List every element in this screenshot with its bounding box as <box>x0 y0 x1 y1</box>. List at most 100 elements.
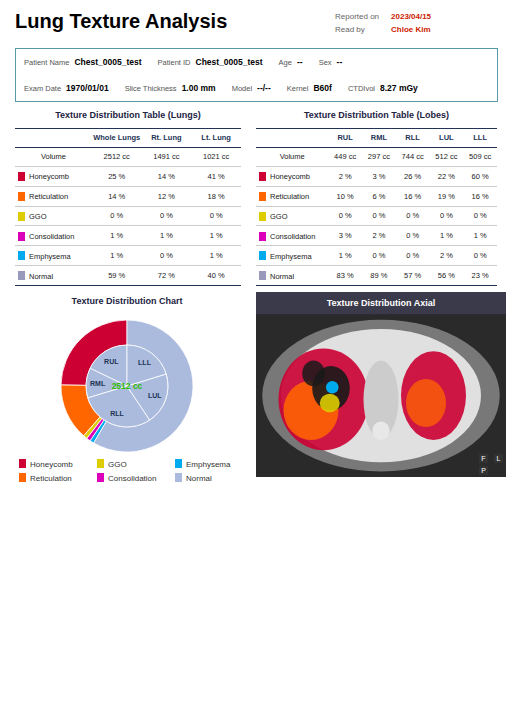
row-label-cell: Emphysema <box>256 246 328 266</box>
field-label: Slice Thickness <box>125 84 177 93</box>
table-cell: 0 % <box>430 206 464 226</box>
table-cell: 1 % <box>328 246 362 266</box>
table-row: Consolidation1 %1 %1 % <box>15 226 241 246</box>
row-label: Consolidation <box>270 232 315 241</box>
row-label-cell: Consolidation <box>15 226 92 246</box>
field-label: Sex <box>319 58 332 67</box>
table-cell: 0 % <box>142 246 192 266</box>
table-row: GGO0 %0 %0 %0 %0 % <box>256 206 497 226</box>
table-cell: 14 % <box>142 166 192 186</box>
slice-label: RLL <box>110 410 124 417</box>
row-label: Honeycomb <box>270 172 310 181</box>
report-label: Read by <box>335 25 379 34</box>
swatch <box>18 251 25 260</box>
legend-entry: Consolidation <box>108 474 156 483</box>
table-cell: 1 % <box>430 226 464 246</box>
swatch <box>259 192 266 201</box>
field-value: 1.00 mm <box>182 83 216 93</box>
table-header-row: RULRMLRLLLULLLL <box>256 129 497 148</box>
swatch <box>259 232 266 241</box>
legend-entry: Reticulation <box>30 474 72 483</box>
table-cell: 57 % <box>396 266 430 286</box>
swatch <box>18 212 25 221</box>
patient-field: Model--/-- <box>232 83 271 93</box>
row-label: Normal <box>29 271 53 280</box>
legend-swatch <box>97 459 104 468</box>
table-row: Emphysema1 %0 %0 %2 %0 % <box>256 246 497 266</box>
orientation-label: F <box>481 455 485 462</box>
table-cell: 0 % <box>92 206 142 226</box>
ct-region <box>320 394 340 413</box>
patient-field: Slice Thickness 1.00 mm <box>125 83 216 93</box>
row-label-cell: Consolidation <box>256 226 328 246</box>
table-cell: 19 % <box>430 186 464 206</box>
table-row: Consolidation3 %2 %0 %1 %1 % <box>256 226 497 246</box>
patient-box: Patient NameChest_0005_testPatient IDChe… <box>15 48 498 102</box>
table-cell: 0 % <box>463 206 497 226</box>
table-cell: 509 cc <box>463 147 497 166</box>
row-label-cell: Emphysema <box>15 246 92 266</box>
row-label: Emphysema <box>29 251 71 260</box>
swatch <box>18 172 25 181</box>
field-label: Patient ID <box>158 58 191 67</box>
chart-title: Texture Distribution Chart <box>72 296 183 306</box>
row-label: Volume <box>15 147 92 166</box>
field-value: B60f <box>313 83 331 93</box>
table-cell: 0 % <box>396 226 430 246</box>
legend-entry: Normal <box>186 474 212 483</box>
field-label: Age <box>279 58 292 67</box>
table-row: Volume2512 cc1491 cc1021 cc <box>15 147 241 166</box>
table: RULRMLRLLLULLLLVolume449 cc297 cc744 cc5… <box>256 128 497 286</box>
table-cell: 0 % <box>362 206 396 226</box>
title: Lung Texture Analysis <box>15 10 227 33</box>
swatch <box>259 172 266 181</box>
ct-image: Texture Distribution AxialFLP <box>256 292 506 477</box>
table-cell: 2 % <box>328 166 362 186</box>
table-cell: 1021 cc <box>191 147 241 166</box>
patient-row: Patient NameChest_0005_testPatient IDChe… <box>24 57 489 67</box>
table-row: Honeycomb25 %14 %41 % <box>15 166 241 186</box>
table-row: Volume449 cc297 cc744 cc512 cc509 cc <box>256 147 497 166</box>
table-cell: 0 % <box>463 246 497 266</box>
table-cell: 1 % <box>191 226 241 246</box>
table-cell: 1 % <box>142 226 192 246</box>
ct-background <box>256 292 506 477</box>
report-info: Reported on2023/04/15Read byChloe Kim <box>335 12 431 34</box>
table-row: Honeycomb2 %3 %26 %22 %60 % <box>256 166 497 186</box>
table-row: Normal83 %89 %57 %56 %23 % <box>256 266 497 286</box>
center-annotation: 2512 cc <box>112 381 143 391</box>
orientation-label: L <box>497 455 501 462</box>
table-cell: 0 % <box>142 206 192 226</box>
table-cell: 18 % <box>191 186 241 206</box>
column-header: Lt. Lung <box>191 129 241 148</box>
field-label: Patient Name <box>24 58 69 67</box>
table-header-row: Whole LungsRt. LungLt. Lung <box>15 129 241 148</box>
legend-swatch <box>19 459 26 468</box>
table-cell: 72 % <box>142 266 192 286</box>
row-label: Consolidation <box>29 232 74 241</box>
table-cell: 22 % <box>430 166 464 186</box>
row-label-cell: Normal <box>256 266 328 286</box>
patient-field: Patient NameChest_0005_test <box>24 57 142 67</box>
ct-lung <box>279 348 369 450</box>
table-cell: 60 % <box>463 166 497 186</box>
ct-spine <box>372 422 390 441</box>
table-cell: 2 % <box>430 246 464 266</box>
legend: HoneycombReticulationGGOConsolidationEmp… <box>19 459 231 483</box>
row-label-cell: GGO <box>256 206 328 226</box>
legend-entry: Emphysema <box>186 460 231 469</box>
table-cell: 1 % <box>463 226 497 246</box>
pie-chart: Texture Distribution Chart HoneycombRetic… <box>5 292 249 484</box>
pie-slices <box>86 345 168 427</box>
table-row: Normal59 %72 %40 % <box>15 266 241 286</box>
table-cell: 16 % <box>463 186 497 206</box>
legend-swatch <box>97 473 104 482</box>
row-label-cell: Honeycomb <box>256 166 328 186</box>
table-title: Texture Distribution Table (Lungs) <box>15 110 241 120</box>
row-label: Honeycomb <box>29 172 69 181</box>
table-cell: 14 % <box>92 186 142 206</box>
row-label: Normal <box>270 271 294 280</box>
field-label: Exam Date <box>24 84 61 93</box>
ct-region <box>326 381 339 394</box>
column-header: RLL <box>396 129 430 148</box>
